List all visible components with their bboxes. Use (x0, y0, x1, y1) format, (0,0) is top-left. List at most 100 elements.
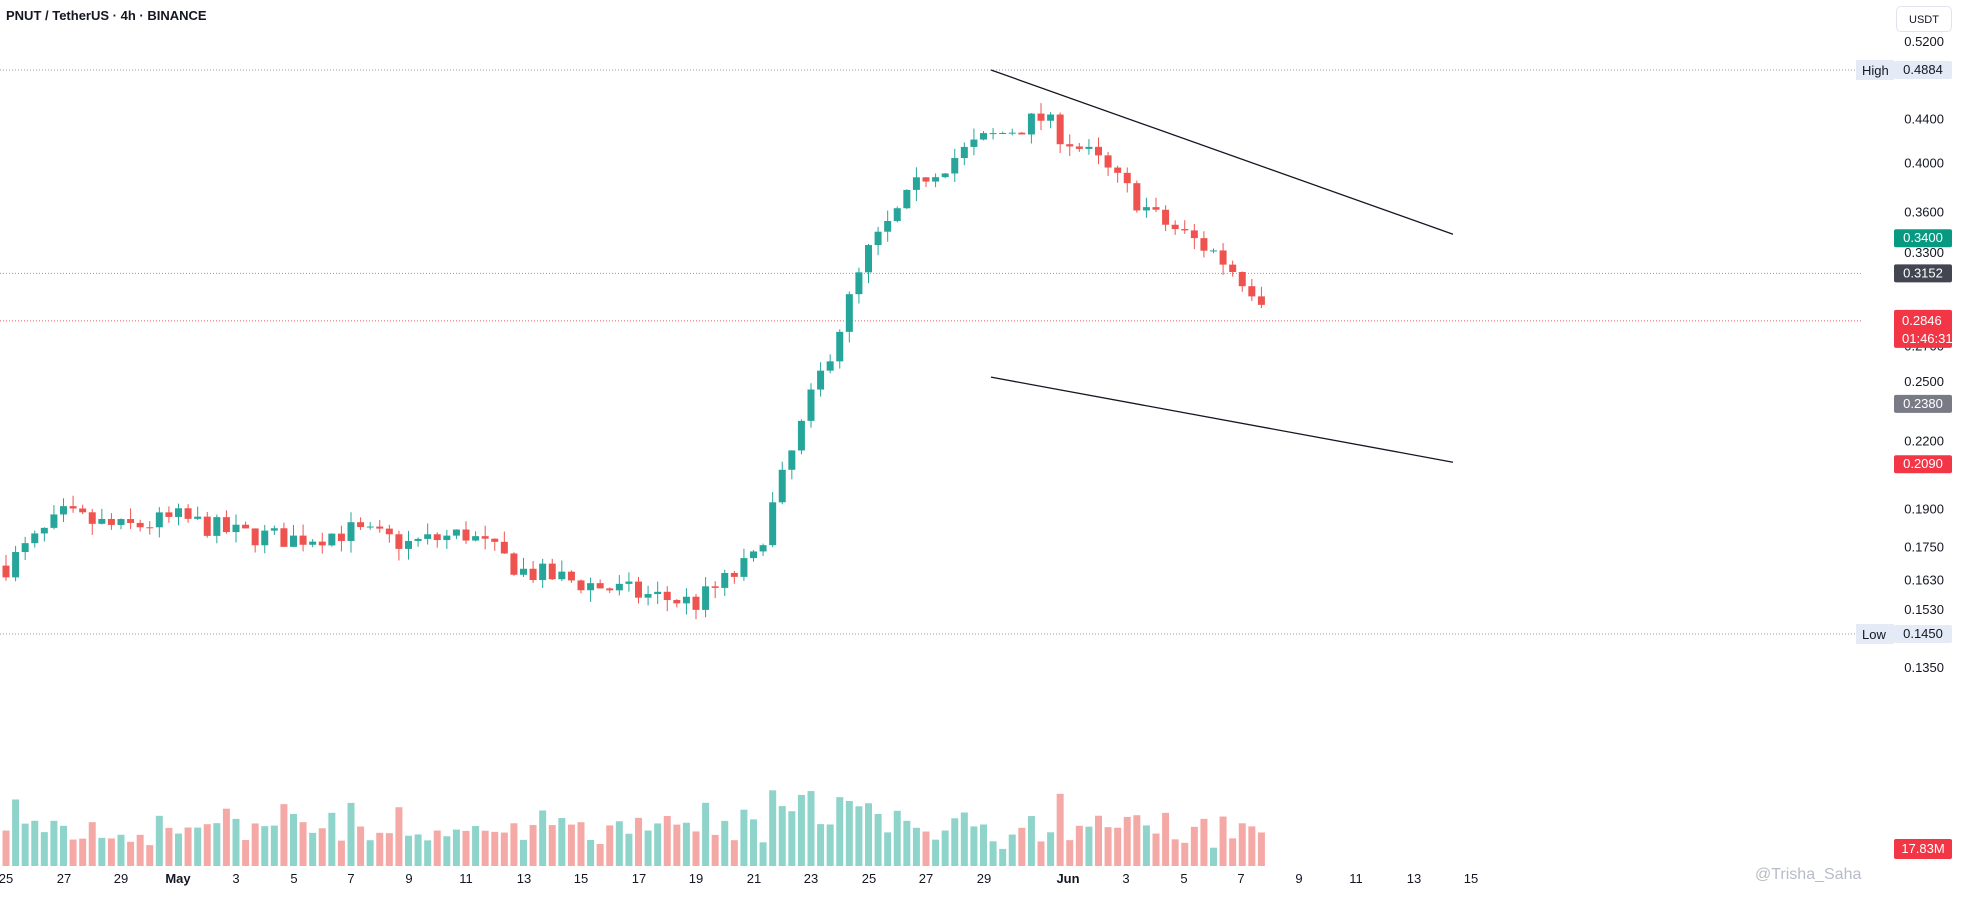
candle-body (1008, 132, 1016, 134)
low-price-tag: 0.1450 (1894, 625, 1952, 643)
volume-bar (433, 830, 441, 866)
candle-body (855, 272, 863, 295)
candle-body (807, 389, 815, 421)
candle-body (548, 563, 556, 580)
descending-channel[interactable] (990, 69, 1454, 463)
candle-body (203, 516, 211, 536)
volume-bar (711, 834, 719, 866)
candle-body (88, 512, 96, 524)
x-tick-label: 3 (232, 871, 239, 886)
volume-bar (740, 809, 748, 866)
candle-body (395, 534, 403, 549)
volume-bar (989, 841, 997, 866)
volume-bar (1027, 816, 1035, 866)
entry-price-tag-bg (1894, 264, 1952, 283)
candle-body (452, 529, 460, 536)
level-lines (0, 69, 1862, 635)
volume-bar (912, 827, 920, 866)
candle-body (21, 543, 29, 553)
candle-body (625, 581, 633, 584)
volume-bar (941, 830, 949, 866)
volume-bar (1142, 825, 1150, 866)
candle-body (893, 208, 901, 221)
candle-body (702, 586, 710, 610)
x-tick-label: 9 (405, 871, 412, 886)
y-tick-label: 0.5200 (1904, 34, 1944, 49)
volume-bar (107, 838, 115, 866)
candle-body (414, 538, 422, 541)
candle-body (778, 469, 786, 503)
volume-bar (1190, 826, 1198, 866)
countdown-text: 01:46:31 (1902, 331, 1953, 346)
candle-body (213, 517, 221, 536)
volume-bar (826, 824, 834, 866)
volume-bar (222, 808, 230, 866)
volume-bar (127, 841, 135, 866)
volume-bar (769, 790, 777, 866)
candle-body (433, 534, 441, 541)
y-tick-label: 0.3300 (1904, 245, 1944, 260)
y-tick-label: 0.3600 (1904, 205, 1944, 220)
currency-button[interactable]: USDT (1896, 6, 1952, 32)
volume-bar (1085, 826, 1093, 866)
candle-body (1210, 250, 1217, 252)
volume-bar (1123, 816, 1131, 866)
volume-bar (682, 822, 690, 866)
candle-body (769, 502, 777, 546)
volume-bar (558, 818, 566, 866)
x-tick-label: 15 (574, 871, 588, 886)
candle-body (2, 565, 10, 578)
volume-bar (40, 832, 48, 866)
volume-tag-bg (1894, 839, 1952, 859)
volume-bar (615, 821, 623, 866)
candle-body (462, 529, 470, 541)
candle-body (1219, 250, 1227, 265)
volume-bar (980, 824, 987, 866)
candle-body (251, 528, 259, 546)
volume-bar (213, 823, 221, 866)
candle-body (740, 558, 748, 577)
candle-body (644, 594, 652, 598)
y-tick-label: 0.1350 (1904, 660, 1944, 675)
volume-bar (31, 820, 39, 866)
candle-body (970, 139, 978, 147)
volume-bar (529, 825, 537, 866)
target-price-tag: 0.3400 (1894, 229, 1952, 248)
candle-body (845, 294, 853, 332)
volume-bar (855, 806, 863, 866)
x-tick-label: 7 (1237, 871, 1244, 886)
volume-bar (405, 835, 412, 866)
volume-bars (2, 790, 1265, 866)
volume-bar (874, 813, 882, 866)
candle-body (1152, 207, 1160, 210)
low-price-tag-bg (1894, 625, 1952, 643)
volume-bar (309, 832, 317, 866)
channel-lower-line (990, 376, 1454, 463)
x-tick-label: 5 (290, 871, 297, 886)
volume-bar (548, 825, 556, 866)
volume-bar (347, 802, 355, 866)
candle-body (635, 581, 642, 598)
candle-body (165, 512, 173, 517)
candle-body (1229, 264, 1237, 273)
volume-bar (625, 833, 633, 866)
high-price-tag-text: 0.4884 (1903, 62, 1943, 77)
volume-bar (1047, 832, 1055, 866)
last-price-text: 0.2846 (1902, 313, 1942, 328)
candle-body (270, 528, 278, 531)
volume-bar (328, 812, 336, 866)
candle-body (184, 508, 192, 519)
volume-bar (539, 810, 547, 866)
volume-bar (1181, 842, 1189, 866)
volume-bar (318, 828, 326, 866)
y-tick-label: 0.1530 (1904, 602, 1944, 617)
candle-body (663, 591, 671, 601)
entry-price-tag: 0.3152 (1894, 264, 1952, 283)
volume-bar (88, 822, 96, 866)
volume-bar (1229, 838, 1237, 866)
candle-body (587, 583, 595, 591)
y-tick-label: 0.1750 (1904, 540, 1944, 555)
candle-body (1037, 113, 1045, 121)
volume-bar (376, 832, 384, 866)
